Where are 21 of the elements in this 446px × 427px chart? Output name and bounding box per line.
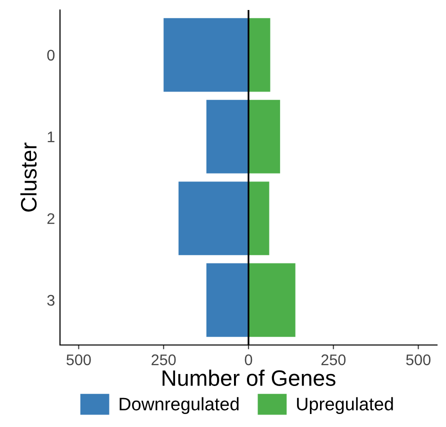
bar: [248, 18, 270, 92]
y-tick-label: 0: [47, 50, 55, 61]
bar: [178, 182, 248, 256]
legend-label: Downregulated: [120, 397, 239, 414]
legend-label: Upregulated: [297, 397, 393, 414]
bar: [206, 100, 248, 174]
y-tick-label: 1: [48, 132, 54, 142]
x-tick-label: 500: [66, 354, 91, 366]
bar: [248, 182, 270, 256]
x-tick-label: 500: [406, 354, 430, 366]
bar: [248, 263, 296, 337]
y-axis-title: Cluster: [20, 142, 37, 212]
bar: [164, 18, 248, 92]
bar: [248, 100, 280, 174]
y-tick-label: 2: [47, 213, 54, 224]
x-axis-title: Number of Genes: [162, 370, 336, 386]
x-tick-label: 250: [321, 354, 346, 366]
x-tick-label: 250: [152, 354, 176, 366]
bar: [206, 263, 248, 337]
y-tick-label: 3: [47, 294, 54, 306]
x-tick-label: 0: [244, 354, 252, 366]
